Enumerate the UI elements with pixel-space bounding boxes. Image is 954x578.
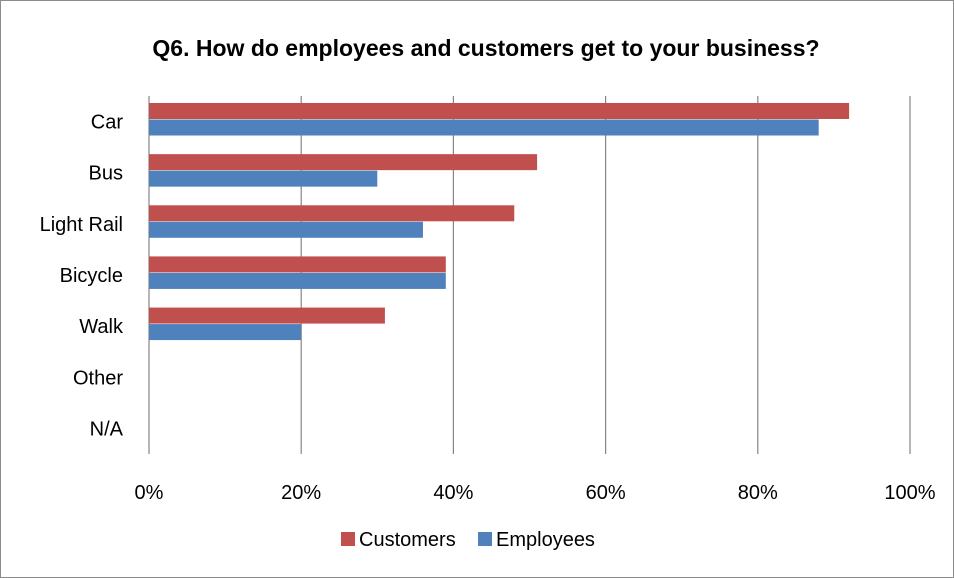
category-label: Light Rail	[40, 214, 123, 236]
bar-customers-walk	[149, 307, 385, 324]
bar-employees-walk	[149, 324, 302, 341]
x-tick-label: 60%	[586, 482, 626, 504]
legend: Customers Employees	[341, 529, 595, 551]
x-tick-label: 40%	[433, 482, 473, 504]
x-tick-labels: 0% 20% 40% 60% 80% 100%	[135, 482, 936, 504]
x-tick-label: 100%	[884, 482, 935, 504]
legend-swatch-employees	[478, 532, 492, 546]
x-tick-label: 0%	[135, 482, 164, 504]
category-label: Car	[91, 112, 124, 134]
chart-title: Q6. How do employees and customers get t…	[152, 35, 819, 61]
bar-customers-car	[149, 103, 850, 119]
category-label: N/A	[90, 418, 124, 440]
bar-employees-bicycle	[149, 272, 446, 289]
category-label: Bicycle	[60, 265, 123, 287]
bar-customers-bus	[149, 154, 538, 171]
legend-swatch-customers	[341, 532, 355, 546]
category-labels: Car Bus Light Rail Bicycle Walk Other N/A	[40, 112, 124, 441]
bar-employees-bus	[149, 170, 378, 187]
x-tick-label: 80%	[738, 482, 778, 504]
legend-label-employees: Employees	[496, 529, 595, 551]
legend-label-customers: Customers	[359, 529, 456, 551]
bar-employees-light-rail	[149, 221, 423, 238]
category-label: Bus	[89, 163, 123, 185]
bar-customers-light-rail	[149, 205, 515, 222]
category-label: Walk	[79, 316, 124, 338]
bar-employees-car	[149, 119, 819, 136]
category-label: Other	[73, 367, 123, 389]
x-tick-label: 20%	[281, 482, 321, 504]
bars	[149, 103, 850, 341]
bar-customers-bicycle	[149, 256, 446, 273]
